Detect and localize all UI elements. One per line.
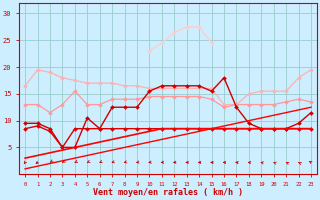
X-axis label: Vent moyen/en rafales ( km/h ): Vent moyen/en rafales ( km/h )	[93, 188, 243, 197]
